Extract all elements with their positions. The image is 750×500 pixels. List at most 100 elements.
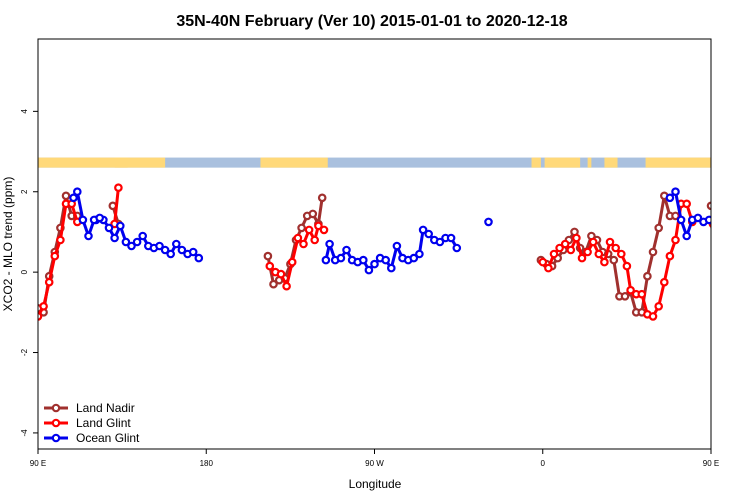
data-point bbox=[605, 237, 615, 247]
y-tick-label: 0 bbox=[20, 269, 29, 274]
legend-label: Land Nadir bbox=[76, 401, 135, 415]
legend-marker bbox=[51, 418, 61, 428]
data-point bbox=[676, 215, 686, 225]
legend-label: Ocean Glint bbox=[76, 431, 140, 445]
data-point bbox=[56, 235, 65, 245]
data-point bbox=[704, 215, 711, 225]
data-point bbox=[114, 183, 123, 193]
data-point bbox=[38, 312, 43, 321]
data-point bbox=[710, 225, 711, 231]
data-point bbox=[409, 253, 419, 263]
legend-label: Land Glint bbox=[76, 416, 131, 430]
data-point bbox=[637, 289, 647, 299]
data-point bbox=[336, 253, 346, 263]
data-point bbox=[620, 291, 630, 301]
data-point bbox=[671, 235, 680, 245]
data-point bbox=[138, 231, 148, 241]
data-point bbox=[160, 245, 170, 255]
land-band bbox=[38, 157, 166, 168]
x-tick-label: 0 bbox=[541, 459, 546, 468]
data-point bbox=[538, 257, 548, 267]
data-point bbox=[276, 269, 286, 279]
land-band bbox=[114, 157, 128, 168]
data-point bbox=[370, 259, 379, 269]
data-point bbox=[269, 279, 278, 289]
y-axis-label: XCO2 - MLO trend (ppm) bbox=[1, 177, 15, 312]
data-point bbox=[304, 225, 314, 235]
data-point bbox=[310, 235, 320, 245]
data-point bbox=[665, 251, 675, 261]
data-point bbox=[121, 237, 131, 247]
data-point bbox=[317, 193, 327, 203]
data-point bbox=[566, 245, 576, 255]
data-point bbox=[177, 245, 187, 255]
y-axis: -4 -2 0 2 4 bbox=[20, 109, 38, 437]
data-point bbox=[194, 253, 204, 263]
x-tick-label: 90 E bbox=[30, 459, 46, 468]
data-point bbox=[319, 225, 329, 235]
data-point bbox=[682, 199, 692, 209]
data-point bbox=[110, 233, 119, 243]
land-band bbox=[645, 157, 711, 168]
land-ocean-strip bbox=[38, 157, 711, 168]
y-tick-label: -4 bbox=[20, 429, 29, 437]
x-tick-label: 90 W bbox=[365, 459, 384, 468]
x-axis-label: Longitude bbox=[349, 477, 402, 491]
x-tick-label: 180 bbox=[200, 459, 214, 468]
data-point bbox=[358, 255, 368, 265]
data-point bbox=[314, 221, 323, 231]
data-point bbox=[682, 231, 692, 241]
data-point bbox=[693, 213, 703, 223]
data-point bbox=[308, 209, 318, 219]
data-point bbox=[671, 187, 680, 197]
data-point bbox=[594, 249, 604, 259]
series-land-nadir bbox=[38, 191, 719, 317]
data-point bbox=[611, 243, 621, 253]
legend-marker bbox=[51, 403, 61, 413]
data-point bbox=[713, 185, 719, 191]
data-point bbox=[78, 215, 88, 225]
data-point bbox=[342, 245, 351, 255]
data-point bbox=[73, 187, 82, 197]
data-point bbox=[654, 223, 664, 233]
data-point bbox=[626, 285, 635, 295]
data-point bbox=[297, 223, 306, 233]
data-point bbox=[600, 257, 609, 267]
data-point bbox=[728, 239, 734, 245]
data-point bbox=[50, 251, 60, 261]
data-point bbox=[659, 277, 669, 287]
series-land-glint bbox=[38, 183, 719, 321]
data-point bbox=[381, 255, 391, 265]
x-tick-label: 90 E bbox=[703, 459, 719, 468]
data-point bbox=[424, 229, 434, 239]
ocean-band bbox=[38, 157, 711, 168]
data-point bbox=[386, 263, 396, 273]
data-point bbox=[713, 221, 719, 227]
data-point bbox=[616, 249, 626, 259]
data-point bbox=[415, 249, 424, 259]
data-point bbox=[572, 233, 581, 243]
legend-item: Land Glint bbox=[44, 416, 131, 430]
data-point bbox=[734, 243, 740, 249]
data-point bbox=[364, 265, 374, 275]
data-point bbox=[188, 247, 198, 257]
data-point bbox=[325, 239, 334, 249]
data-point bbox=[544, 263, 553, 273]
series-layer bbox=[38, 183, 740, 321]
data-point bbox=[577, 253, 587, 263]
data-point bbox=[61, 191, 71, 201]
data-point bbox=[549, 249, 559, 259]
data-point bbox=[293, 233, 303, 243]
data-point bbox=[132, 237, 142, 247]
data-point bbox=[435, 237, 445, 247]
land-band bbox=[260, 157, 328, 168]
data-point bbox=[287, 257, 297, 267]
data-point bbox=[583, 247, 592, 257]
land-band bbox=[544, 157, 581, 168]
data-point bbox=[723, 223, 729, 229]
data-point bbox=[622, 261, 632, 271]
data-point bbox=[172, 239, 181, 249]
data-point bbox=[452, 243, 462, 253]
